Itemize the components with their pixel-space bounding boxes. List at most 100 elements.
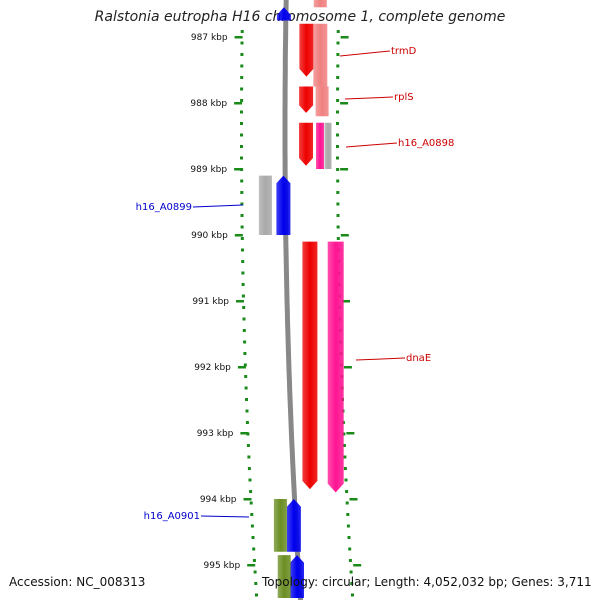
gene-label[interactable]: h16_A0898 <box>398 138 454 149</box>
leader-line <box>339 50 391 57</box>
feature-bar[interactable] <box>258 175 272 235</box>
ruler-dot <box>241 294 245 298</box>
ruler-tick <box>234 168 243 171</box>
feature-bar[interactable] <box>313 0 327 8</box>
gene-arrow[interactable] <box>302 241 318 490</box>
ruler-tick <box>243 498 252 501</box>
ruler-dot <box>350 582 354 585</box>
ruler-tick-label: 989 kbp <box>190 165 227 175</box>
ruler-dot <box>249 490 253 493</box>
ruler-dot <box>250 524 254 528</box>
gene-arrow[interactable] <box>290 555 304 598</box>
ruler-tick <box>340 102 349 105</box>
ruler-dot <box>336 145 339 148</box>
ruler-dot <box>343 455 347 459</box>
ruler-tick <box>349 498 358 501</box>
gene-label[interactable]: h16_A0901 <box>144 511 200 522</box>
ruler-dot <box>252 559 256 562</box>
feature-bar[interactable] <box>273 499 287 552</box>
ruler-tick-label: 993 kbp <box>197 429 234 439</box>
gene-arrow[interactable] <box>276 175 291 235</box>
ruler-dot <box>240 225 244 229</box>
ruler-dot <box>244 375 248 378</box>
ruler-dot <box>342 432 346 436</box>
ruler-dot <box>348 547 352 551</box>
ruler-dot <box>243 340 247 344</box>
gene-arrow[interactable] <box>276 7 291 21</box>
ruler-tick-label: 988 kbp <box>190 99 227 109</box>
gene-arrow[interactable] <box>299 122 313 166</box>
ruler-dot <box>240 41 244 45</box>
feature-bar[interactable] <box>316 122 324 169</box>
ruler-dot <box>351 593 354 597</box>
ruler-dot <box>255 593 258 597</box>
ruler-dot <box>336 41 340 45</box>
gene-arrow[interactable] <box>299 23 314 77</box>
ruler-dot <box>240 191 244 194</box>
ruler-dot <box>245 421 249 424</box>
ruler-dot <box>240 202 244 206</box>
ruler-tick <box>234 102 243 105</box>
ruler-tick <box>343 366 352 369</box>
ruler-dot <box>344 478 348 482</box>
feature-bar[interactable] <box>313 23 328 87</box>
ruler-dot <box>242 329 246 332</box>
ruler-dot <box>240 64 244 68</box>
ruler-tick-label: 994 kbp <box>200 495 237 505</box>
genome-title: Ralstonia eutropha H16 chromosome 1, com… <box>94 9 506 25</box>
ruler-dot <box>336 133 339 137</box>
ruler-tick <box>234 234 243 237</box>
feature-bar[interactable] <box>277 555 291 598</box>
ruler-dot <box>241 283 245 286</box>
ruler-dot <box>348 559 352 562</box>
ruler-dot <box>336 87 340 91</box>
ruler-dot <box>336 179 340 183</box>
feature-bar[interactable] <box>324 122 332 169</box>
ruler-dot <box>349 570 353 574</box>
ruler-dot <box>345 501 349 505</box>
feature-bar[interactable] <box>327 241 344 493</box>
ruler-dot <box>240 87 244 91</box>
ruler-dot <box>342 444 346 447</box>
ruler-dot <box>336 30 340 33</box>
gene-arrow[interactable] <box>299 86 314 113</box>
ruler-tick <box>340 234 349 237</box>
ruler-tick <box>247 564 256 567</box>
ruler-dot <box>346 524 350 528</box>
leader-line <box>192 204 244 208</box>
ruler-dot <box>240 30 244 33</box>
ruler-dot <box>347 536 351 539</box>
ruler-dot <box>240 156 243 160</box>
gene-label[interactable]: trmD <box>391 46 417 57</box>
topology-text: Topology: circular; Length: 4,052,032 bp… <box>262 575 592 589</box>
ruler-dot <box>336 191 340 194</box>
ruler-tick <box>353 564 362 567</box>
ruler-dot <box>252 547 256 551</box>
gene-label[interactable]: rplS <box>394 92 414 103</box>
ruler-dot <box>345 490 349 493</box>
gene-label[interactable]: h16_A0899 <box>136 202 192 213</box>
ruler-dot <box>245 398 248 401</box>
ruler-dot <box>240 179 244 183</box>
ruler-dot <box>336 76 340 79</box>
ruler-tick-label: 991 kbp <box>192 297 229 307</box>
ruler-dot <box>336 110 339 114</box>
gene-label[interactable]: dnaE <box>406 353 431 364</box>
gene-arrow[interactable] <box>286 499 301 552</box>
accession-text: Accession: NC_008313 <box>9 575 146 589</box>
ruler-dot <box>247 455 251 459</box>
ruler-dot <box>253 570 257 574</box>
ruler-dot <box>336 168 340 171</box>
ruler-dot <box>240 214 244 217</box>
leader-line <box>355 357 406 361</box>
ruler-dot <box>241 248 244 252</box>
ruler-dot <box>240 237 244 240</box>
ruler-dot <box>247 467 251 470</box>
feature-bar[interactable] <box>315 86 329 117</box>
ruler-dot <box>251 536 255 539</box>
ruler-tick-label: 987 kbp <box>191 33 228 43</box>
leader-line <box>344 96 394 100</box>
ruler-dot <box>244 386 248 390</box>
